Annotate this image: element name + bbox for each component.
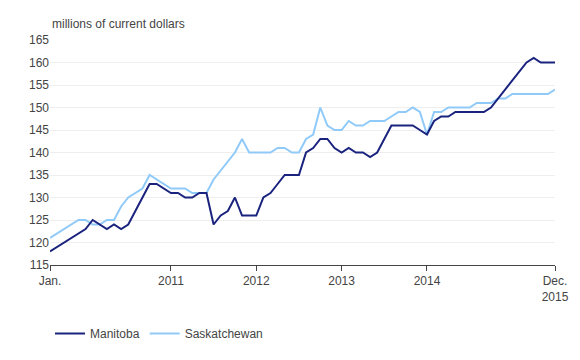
svg-text:Manitoba: Manitoba [90, 327, 140, 341]
svg-text:120: 120 [29, 236, 49, 250]
svg-text:Jan.: Jan. [39, 274, 62, 288]
svg-text:145: 145 [29, 123, 49, 137]
svg-text:140: 140 [29, 146, 49, 160]
svg-text:2012: 2012 [243, 274, 270, 288]
svg-text:150: 150 [29, 101, 49, 115]
svg-text:Saskatchewan: Saskatchewan [185, 327, 263, 341]
svg-text:Dec.2015: Dec.2015 [542, 274, 569, 304]
svg-text:115: 115 [30, 258, 49, 272]
svg-text:160: 160 [29, 56, 49, 70]
svg-text:2011: 2011 [158, 274, 184, 288]
svg-text:135: 135 [29, 168, 49, 182]
svg-text:2014: 2014 [414, 274, 441, 288]
svg-text:millions of current dollars: millions of current dollars [52, 17, 185, 31]
svg-text:130: 130 [29, 191, 49, 205]
svg-text:155: 155 [29, 78, 49, 92]
svg-text:125: 125 [29, 213, 49, 227]
svg-text:165: 165 [29, 33, 49, 47]
svg-text:2013: 2013 [328, 274, 355, 288]
